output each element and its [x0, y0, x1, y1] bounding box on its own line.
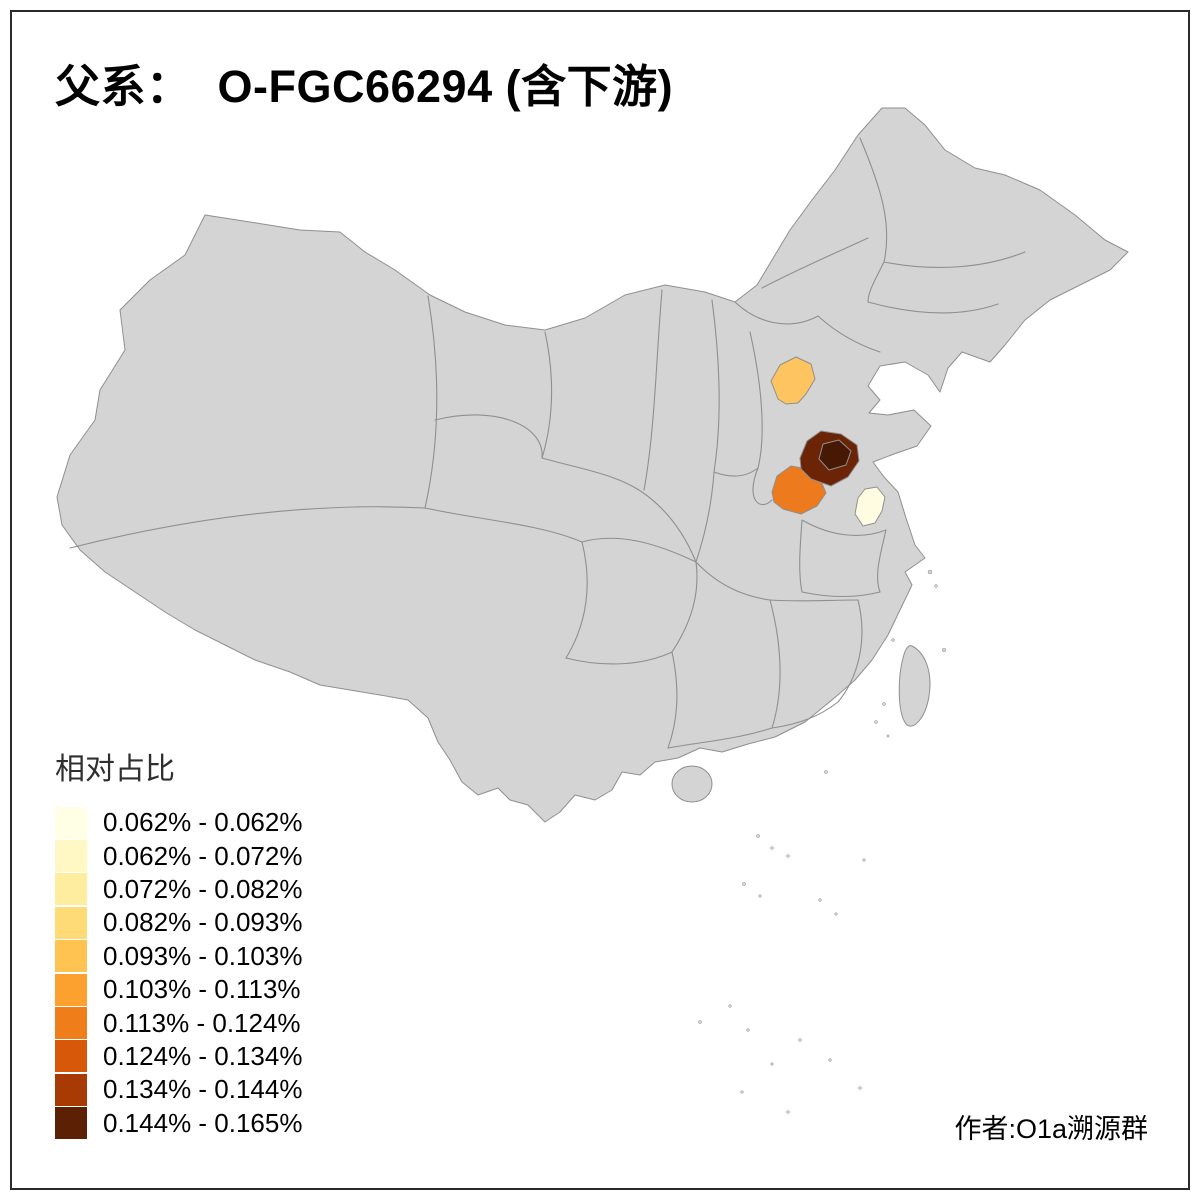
legend-label: 0.103% - 0.113% [103, 974, 301, 1005]
attribution: 作者:O1a溯源群 [954, 1114, 1148, 1144]
legend-label: 0.062% - 0.072% [103, 840, 303, 871]
legend-item: 0.093% - 0.103% [55, 940, 302, 973]
highlight-pale-region [854, 486, 886, 527]
legend-item: 0.072% - 0.082% [55, 873, 302, 906]
legend-swatch [55, 1107, 87, 1140]
legend-swatch [55, 940, 87, 973]
highlight-regions [770, 356, 886, 527]
legend-label: 0.093% - 0.103% [103, 940, 303, 971]
highlight-dark-core-region [818, 439, 852, 471]
legend-title: 相对占比 [55, 753, 175, 786]
china-mainland [56, 107, 1129, 823]
region-taiwan [898, 645, 931, 727]
legend-item: 0.082% - 0.093% [55, 906, 302, 939]
legend-label: 0.062% - 0.062% [103, 807, 303, 838]
province-borders [69, 137, 1026, 749]
legend-label: 0.144% - 0.165% [103, 1107, 303, 1138]
legend-item: 0.113% - 0.124% [55, 1006, 302, 1040]
legend-item: 0.124% - 0.134% [55, 1040, 302, 1073]
legend-item: 0.103% - 0.113% [55, 973, 302, 1006]
region-hainan [671, 765, 713, 803]
figure-title: 父系： O-FGC66294 (含下游) [55, 61, 674, 112]
highlight-north-region [770, 356, 816, 405]
legend: 相对占比 0.062% - 0.062% 0.062% - 0.072% 0.072… [55, 744, 302, 1140]
legend-swatch [55, 1073, 87, 1106]
legend-swatch [55, 1040, 87, 1073]
legend-item: 0.144% - 0.165% [55, 1107, 302, 1140]
legend-item: 0.134% - 0.144% [55, 1073, 302, 1106]
legend-swatch [55, 906, 87, 939]
small-islands [698, 569, 947, 1114]
legend-swatch [55, 1007, 87, 1040]
legend-item: 0.062% - 0.062% [55, 806, 302, 839]
legend-swatch [55, 806, 87, 839]
legend-label: 0.134% - 0.144% [103, 1074, 303, 1105]
legend-item: 0.062% - 0.072% [55, 839, 303, 873]
legend-label: 0.124% - 0.134% [103, 1040, 303, 1071]
legend-label: 0.082% - 0.093% [103, 907, 303, 938]
legend-label: 0.072% - 0.082% [103, 873, 303, 904]
legend-swatch [55, 973, 87, 1006]
legend-swatch [55, 873, 87, 906]
legend-label: 0.113% - 0.124% [103, 1007, 301, 1038]
legend-swatch [55, 840, 87, 873]
legend-items: 0.062% - 0.062% 0.062% - 0.072% 0.072% - 0… [55, 806, 302, 1140]
